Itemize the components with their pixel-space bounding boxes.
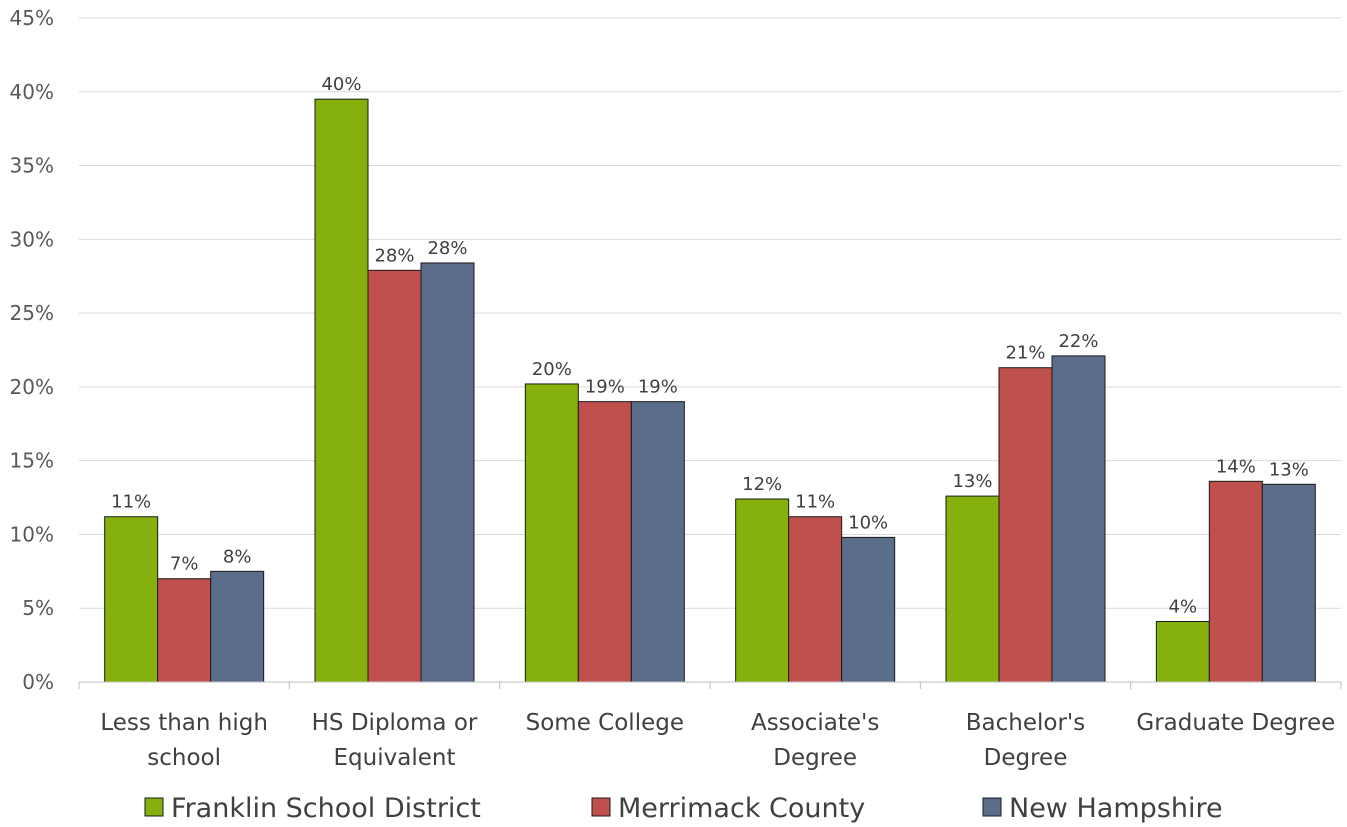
x-category-label: Less than high	[100, 710, 268, 736]
data-label: 4%	[1169, 597, 1198, 618]
data-labels: 11% 7% 8% 40% 28% 28% 20% 19% 19% 12% 11% 10% 13% 21%…	[111, 74, 1309, 617]
bar	[157, 578, 212, 683]
gridlines	[79, 17, 1341, 609]
data-label: 21%	[1005, 343, 1045, 364]
legend-swatch	[144, 797, 164, 817]
data-label: 28%	[374, 245, 414, 266]
legend: Franklin School District Merrimack County…	[144, 793, 1223, 824]
bar	[630, 401, 685, 683]
bar	[1051, 355, 1106, 683]
data-label: 7%	[170, 554, 199, 575]
bar	[788, 516, 843, 683]
bar	[1155, 621, 1210, 683]
legend-swatch	[982, 797, 1002, 817]
bar	[735, 498, 790, 683]
y-tick-label: 45%	[10, 6, 54, 30]
data-label: 11%	[111, 492, 151, 513]
bar-series	[104, 98, 1316, 683]
legend-swatch	[591, 797, 611, 817]
data-label: 13%	[952, 471, 992, 492]
bar	[577, 401, 632, 683]
x-category-label: Bachelor's	[966, 710, 1085, 736]
bar	[210, 570, 265, 683]
bar	[841, 536, 896, 683]
y-tick-label: 15%	[10, 449, 54, 473]
bar	[524, 383, 579, 683]
x-axis: Less than high school HS Diploma or Equival…	[78, 681, 1342, 771]
x-category-label: Degree	[984, 745, 1068, 771]
bar	[314, 98, 369, 683]
data-label: 12%	[742, 474, 782, 495]
data-label: 20%	[532, 359, 572, 380]
bar	[945, 495, 1000, 683]
data-label: 40%	[321, 74, 361, 95]
bar	[1261, 483, 1316, 683]
y-tick-label: 10%	[10, 522, 54, 546]
y-tick-label: 25%	[10, 301, 54, 325]
bar	[104, 516, 159, 683]
x-category-label: Some College	[526, 710, 684, 736]
legend-label: Franklin School District	[171, 793, 481, 824]
data-label: 19%	[585, 377, 625, 398]
bar	[367, 269, 422, 683]
bar	[998, 367, 1053, 683]
y-tick-label: 30%	[10, 227, 54, 251]
bar	[420, 262, 475, 683]
legend-label: Merrimack County	[618, 793, 865, 824]
data-label: 13%	[1269, 459, 1309, 480]
y-tick-label: 0%	[22, 670, 54, 694]
y-tick-label: 40%	[10, 80, 54, 104]
x-category-label: school	[147, 745, 221, 771]
x-category-label: Equivalent	[334, 745, 456, 771]
x-category-label: Degree	[773, 745, 857, 771]
x-category-label: Associate's	[751, 710, 879, 736]
data-label: 8%	[223, 546, 252, 567]
x-category-label: Graduate Degree	[1136, 710, 1335, 736]
y-tick-label: 20%	[10, 375, 54, 399]
data-label: 11%	[795, 492, 835, 513]
bar	[1208, 480, 1263, 683]
data-label: 10%	[848, 512, 888, 533]
data-label: 19%	[638, 377, 678, 398]
legend-label: New Hampshire	[1009, 793, 1223, 824]
x-category-label: HS Diploma or	[312, 710, 478, 736]
y-axis-tick-labels: 0% 5% 10% 15% 20% 25% 30% 35% 40% 45%	[10, 6, 54, 694]
data-label: 28%	[427, 238, 467, 259]
data-label: 22%	[1058, 331, 1098, 352]
data-label: 14%	[1216, 456, 1256, 477]
y-tick-label: 35%	[10, 154, 54, 178]
y-tick-label: 5%	[22, 596, 54, 620]
